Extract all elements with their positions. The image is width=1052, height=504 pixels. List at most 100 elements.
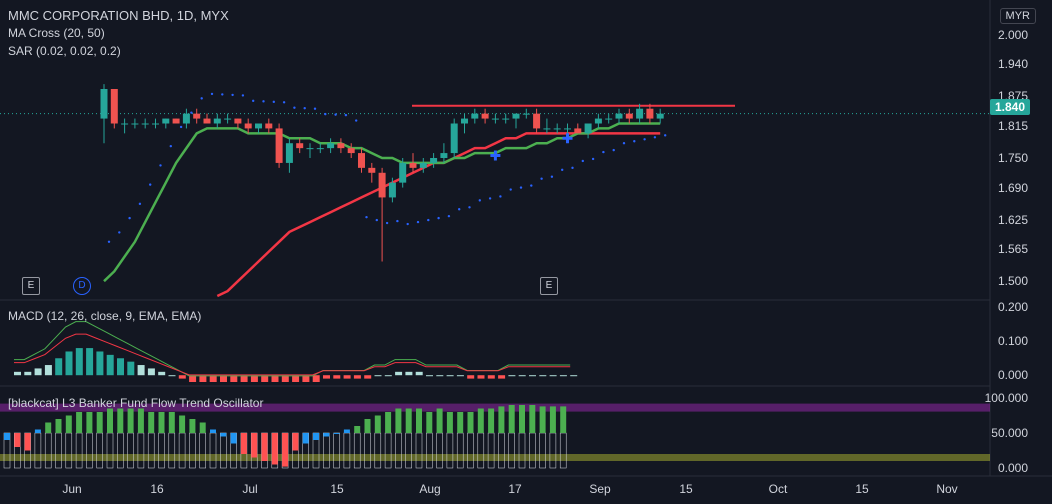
osc-bar-outline — [199, 432, 206, 469]
candle-body — [162, 118, 170, 124]
candle-body — [553, 128, 561, 130]
candle-body — [399, 162, 407, 183]
macd-histogram-bar — [302, 375, 310, 382]
candle-body — [213, 118, 221, 124]
macd-histogram-bar — [353, 375, 361, 379]
sar-dot — [221, 93, 224, 96]
sar-dot — [355, 119, 358, 122]
macd-histogram-bar — [55, 358, 63, 376]
axis-tick-label: 0.000 — [997, 368, 1028, 383]
candle-body — [656, 113, 664, 119]
osc-bar-outline — [446, 432, 454, 469]
osc-bar — [137, 408, 144, 433]
dividend-badge[interactable]: D — [73, 277, 91, 295]
macd-histogram-bar — [261, 375, 269, 382]
osc-bar-outline — [323, 432, 330, 469]
osc-bar — [199, 422, 206, 433]
candle-body — [543, 128, 551, 130]
osc-bar — [457, 412, 464, 433]
earnings-badge[interactable]: E — [22, 277, 40, 295]
axis-tick-label: 50.000 — [991, 426, 1028, 440]
sar-dot — [581, 159, 584, 163]
osc-bar — [117, 408, 124, 433]
osc-bar-outline — [158, 432, 165, 469]
macd-label[interactable]: MACD (12, 26, close, 9, EMA, EMA) — [8, 309, 202, 323]
osc-bar-outline — [539, 432, 546, 469]
osc-bar — [55, 419, 62, 433]
osc-bar-outline — [96, 432, 103, 469]
oscillator-label[interactable]: [blackcat] L3 Banker Fund Flow Trend Osc… — [8, 396, 264, 410]
signal-line — [14, 333, 571, 376]
osc-bar — [529, 405, 536, 433]
ma-cross-marker — [490, 150, 501, 161]
macd-histogram-bar — [529, 375, 536, 377]
osc-bar-outline — [436, 432, 443, 469]
sar-dot — [210, 92, 214, 96]
macd-histogram-bar — [395, 371, 403, 376]
sar-dot — [664, 134, 667, 137]
indicator-sar[interactable]: SAR (0.02, 0.02, 0.2) — [8, 44, 121, 58]
macd-histogram-bar — [250, 375, 258, 382]
time-tick-label: 15 — [330, 482, 344, 496]
candle-body — [265, 123, 273, 129]
candle-body — [121, 123, 129, 125]
axis-tick-label: 1.690 — [997, 180, 1028, 195]
sar-dot — [293, 106, 296, 109]
sar-dot — [447, 214, 451, 218]
candle-body — [244, 123, 252, 129]
candle-body — [224, 118, 232, 120]
osc-bar — [34, 429, 41, 433]
sar-dot — [519, 186, 523, 189]
symbol-title[interactable]: MMC CORPORATION BHD, 1D, MYX — [8, 8, 229, 23]
candle-body — [636, 108, 644, 119]
indicator-ma-cross[interactable]: MA Cross (20, 50) — [8, 26, 105, 40]
axis-tick-label: 2.000 — [997, 27, 1028, 42]
candle-body — [285, 143, 293, 163]
oversold-band — [0, 454, 990, 461]
osc-bar-outline — [127, 432, 134, 469]
last-price-label: 1.840 — [990, 99, 1030, 115]
osc-bar — [86, 412, 93, 433]
sar-dot — [478, 199, 481, 202]
candle-body — [203, 118, 211, 124]
macd-histogram-bar — [271, 375, 279, 382]
osc-bar — [333, 433, 340, 434]
earnings-badge[interactable]: E — [540, 277, 558, 295]
axis-tick-label: 0.200 — [997, 300, 1028, 315]
time-tick-label: Sep — [589, 482, 611, 496]
ma-cross-marker — [562, 133, 573, 144]
macd-histogram-bar — [178, 375, 186, 379]
currency-label[interactable]: MYR — [999, 8, 1036, 24]
candle-body — [378, 172, 386, 198]
macd-histogram-bar — [364, 375, 372, 379]
osc-bar-outline — [426, 432, 433, 469]
sar-dot — [313, 107, 317, 110]
osc-bar — [14, 433, 21, 447]
macd-histogram-bar — [456, 375, 464, 377]
candle-body — [347, 148, 355, 154]
macd-histogram-bar — [168, 375, 176, 377]
time-tick-label: 16 — [150, 482, 164, 496]
osc-bar — [385, 412, 392, 433]
candle-body — [141, 123, 149, 125]
osc-bar-outline — [487, 432, 495, 469]
sar-dot — [128, 216, 131, 220]
sar-dot — [468, 206, 471, 209]
candle-body — [193, 113, 201, 119]
osc-bar — [271, 433, 278, 465]
osc-bar-outline — [477, 432, 485, 469]
candle-body — [440, 153, 448, 158]
macd-histogram-bar — [323, 375, 330, 379]
sar-dot — [396, 219, 399, 223]
time-tick-label: 17 — [508, 482, 522, 496]
macd-histogram-bar — [209, 375, 217, 382]
macd-histogram-bar — [374, 375, 382, 377]
osc-bar-outline — [549, 432, 557, 469]
osc-bar-outline — [65, 432, 73, 469]
axis-tick-label: 0.000 — [997, 461, 1028, 475]
osc-bar — [282, 433, 289, 467]
osc-bar — [189, 419, 196, 433]
osc-bar — [240, 433, 247, 454]
osc-bar — [560, 406, 567, 433]
